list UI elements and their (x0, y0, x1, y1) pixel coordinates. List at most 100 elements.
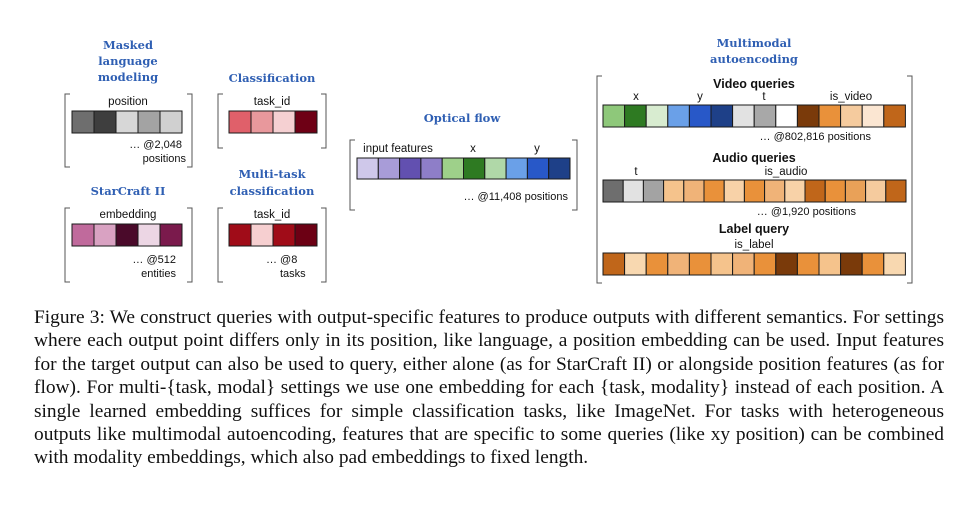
audio-query-strip (602, 179, 907, 203)
mlm-embedding-cell (137, 110, 161, 134)
flow-embedding-cell (356, 157, 379, 180)
caption-text: Figure 3: We construct queries with outp… (34, 307, 944, 469)
video-queries-title: Video queries (713, 77, 795, 91)
label-query-title: Label query (719, 222, 789, 236)
panel-multimodal-autoencoding: Multimodal autoencoding Video queries x … (596, 36, 913, 284)
mlm-right-bracket (187, 93, 193, 168)
audio-embedding-cell (784, 179, 806, 203)
flow-right-bracket (572, 139, 578, 211)
query-construction-diagram: Masked language modeling position … @2,0… (64, 36, 913, 284)
audio-embedding-cell (804, 179, 826, 203)
panel-optical-flow: Optical flow input features x y … @11,40… (349, 111, 578, 211)
label-modality-label: is_label (735, 239, 774, 251)
audio-modality-label: is_audio (765, 166, 808, 178)
label-embedding-cell (818, 252, 842, 276)
multitask-task-id-label: task_id (254, 209, 290, 221)
figure-caption: Figure 3: We construct queries with outp… (34, 306, 944, 470)
multitask-embedding-cell (272, 223, 296, 247)
classification-embedding-cell (228, 110, 252, 134)
starcraft-embedding-label: embedding (100, 209, 157, 221)
audio-embedding-cell (844, 179, 867, 203)
starcraft-embedding-cell (137, 223, 161, 247)
audio-embedding-cell (764, 179, 786, 203)
video-embedding-cell (883, 104, 906, 128)
audio-embedding-cell (885, 179, 907, 203)
flow-left-bracket (349, 139, 355, 211)
classification-task-id-label: task_id (254, 96, 290, 108)
flow-count: … @11,408 positions (463, 191, 568, 203)
video-embedding-cell (688, 104, 712, 128)
audio-embedding-cell (865, 179, 887, 203)
audio-embedding-cell (602, 179, 624, 203)
audio-embedding-cell (642, 179, 665, 203)
video-embedding-cell (861, 104, 885, 128)
video-embedding-cell (645, 104, 669, 128)
mlm-embedding-cell (115, 110, 139, 134)
starcraft-embedding-strip (71, 223, 183, 247)
mlm-title-line-3: modeling (98, 70, 158, 84)
audio-embedding-cell (683, 179, 705, 203)
label-embedding-cell (775, 252, 798, 276)
audio-embedding-cell (723, 179, 745, 203)
multitask-title-line-2: classification (230, 184, 315, 198)
video-embedding-cell (775, 104, 798, 128)
mlm-embedding-cell (93, 110, 117, 134)
multimodal-right-bracket (907, 75, 913, 284)
video-embedding-cell (667, 104, 690, 128)
label-embedding-cell (645, 252, 669, 276)
starcraft-title: StarCraft II (91, 184, 166, 198)
flow-embedding-cell (463, 157, 486, 180)
starcraft-embedding-cell (159, 223, 183, 247)
video-count: … @802,816 positions (760, 131, 872, 143)
starcraft-count: … @512 (132, 254, 176, 266)
flow-embedding-cell (526, 157, 550, 180)
video-embedding-cell (818, 104, 842, 128)
label-embedding-cell (624, 252, 647, 276)
audio-t-label: t (634, 166, 638, 178)
video-embedding-cell (602, 104, 626, 128)
audio-embedding-cell (703, 179, 725, 203)
flow-embedding-cell (548, 157, 571, 180)
label-embedding-cell (840, 252, 863, 276)
classification-embedding-cell (294, 110, 318, 134)
starcraft-left-bracket (64, 207, 70, 283)
audio-embedding-cell (824, 179, 846, 203)
multimodal-left-bracket (596, 75, 602, 284)
video-t-label: t (762, 91, 766, 103)
video-embedding-cell (624, 104, 647, 128)
multitask-right-bracket (321, 207, 327, 283)
flow-input-features-label: input features (363, 143, 433, 155)
flow-embedding-cell (505, 157, 528, 180)
audio-embedding-cell (663, 179, 685, 203)
flow-embedding-cell (441, 157, 465, 180)
starcraft-embedding-cell (71, 223, 95, 247)
video-embedding-cell (710, 104, 734, 128)
starcraft-count-unit: entities (141, 268, 176, 280)
multitask-count: … @8 (266, 254, 297, 266)
multitask-embedding-cell (228, 223, 252, 247)
starcraft-right-bracket (187, 207, 193, 283)
multitask-left-bracket (217, 207, 223, 283)
mlm-left-bracket (64, 93, 70, 168)
audio-embedding-cell (622, 179, 644, 203)
label-embedding-cell (883, 252, 906, 276)
panel-starcraft: StarCraft II embedding … @512 entities (64, 184, 193, 283)
flow-embedding-cell (420, 157, 443, 180)
label-embedding-cell (753, 252, 777, 276)
mlm-embedding-cell (71, 110, 95, 134)
video-embedding-cell (753, 104, 777, 128)
multitask-embedding-strip (228, 223, 318, 247)
mlm-title-line-1: Masked (103, 38, 153, 52)
mlm-title-line-2: language (98, 54, 157, 68)
flow-embedding-cell (484, 157, 507, 180)
flow-title: Optical flow (424, 111, 502, 125)
mlm-embedding-cell (159, 110, 183, 134)
classification-right-bracket (321, 93, 327, 149)
flow-embedding-cell (377, 157, 401, 180)
mlm-embedding-strip (71, 110, 183, 134)
panel-multitask-classification: Multi-task classification task_id … @8 t… (217, 167, 327, 283)
flow-embedding-cell (399, 157, 422, 180)
label-embedding-cell (861, 252, 885, 276)
classification-embedding-cell (272, 110, 296, 134)
video-modality-label: is_video (830, 91, 872, 103)
